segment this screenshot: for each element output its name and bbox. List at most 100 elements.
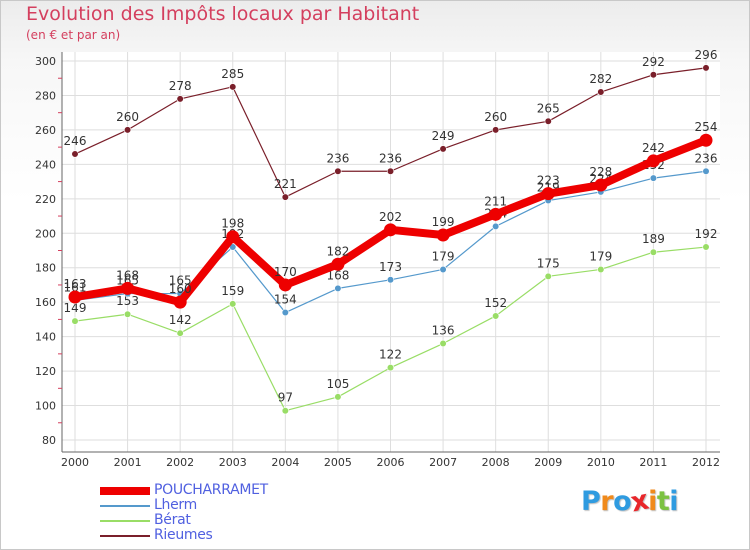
data-label: 161 xyxy=(64,280,87,294)
data-label: 221 xyxy=(274,177,297,191)
data-point xyxy=(597,265,605,274)
x-tick-label: 2006 xyxy=(377,456,405,469)
data-label: 198 xyxy=(221,217,244,231)
x-tick-label: 2008 xyxy=(482,456,510,469)
x-tick-label: 2003 xyxy=(219,456,247,469)
data-point xyxy=(439,265,447,274)
data-point xyxy=(541,187,555,201)
data-label: 168 xyxy=(326,268,349,282)
legend-swatch xyxy=(100,520,150,522)
data-point xyxy=(123,126,132,134)
y-tick-label: 260 xyxy=(35,124,56,137)
data-point xyxy=(649,174,658,182)
data-point xyxy=(384,223,397,237)
data-point xyxy=(649,248,658,256)
data-label: 160 xyxy=(169,282,192,296)
y-tick-label: 300 xyxy=(35,55,56,68)
data-label: 159 xyxy=(221,284,244,298)
data-label: 282 xyxy=(589,72,612,86)
data-point xyxy=(173,295,187,309)
data-label: 246 xyxy=(64,134,87,148)
data-label: 199 xyxy=(432,215,455,229)
data-label: 236 xyxy=(379,151,402,165)
data-label: 278 xyxy=(169,79,192,93)
data-point xyxy=(702,64,710,72)
x-tick-label: 2012 xyxy=(692,456,720,469)
data-point xyxy=(229,300,237,308)
data-point xyxy=(176,95,184,103)
legend-label: Rieumes xyxy=(154,527,213,543)
data-point xyxy=(439,339,447,348)
data-point xyxy=(334,284,342,293)
data-label: 182 xyxy=(326,244,349,258)
data-point xyxy=(331,257,345,271)
data-label: 170 xyxy=(274,265,297,279)
data-point xyxy=(334,393,342,401)
data-label: 265 xyxy=(537,101,560,115)
data-label: 175 xyxy=(537,256,560,270)
chart-subtitle: (en € et par an) xyxy=(26,28,121,42)
x-tick-label: 2005 xyxy=(324,456,352,469)
data-point xyxy=(544,117,552,125)
data-point xyxy=(594,178,608,192)
data-label: 165 xyxy=(169,274,192,288)
chart-title: Evolution des Impôts locaux par Habitant xyxy=(26,3,420,25)
data-label: 149 xyxy=(64,301,87,315)
data-point xyxy=(281,308,289,317)
data-label: 254 xyxy=(695,120,718,134)
logo-letter: i xyxy=(648,486,657,517)
data-label: 142 xyxy=(169,313,192,327)
x-tick-label: 2011 xyxy=(639,456,667,469)
y-tick-label: 280 xyxy=(35,89,56,102)
x-tick-label: 2004 xyxy=(271,456,299,469)
data-label: 179 xyxy=(432,249,455,263)
x-tick-label: 2002 xyxy=(166,456,194,469)
x-tick-label: 2001 xyxy=(114,456,142,469)
logo-letter: r xyxy=(600,486,614,517)
data-label: 163 xyxy=(64,277,87,291)
data-point xyxy=(334,167,342,175)
data-point xyxy=(646,154,660,168)
data-label: 122 xyxy=(379,348,402,362)
data-point xyxy=(68,290,82,304)
data-point xyxy=(386,276,395,284)
data-point xyxy=(489,207,503,221)
data-label: 189 xyxy=(642,232,665,246)
data-point xyxy=(281,193,289,201)
y-tick-label: 160 xyxy=(35,296,56,309)
data-point xyxy=(699,133,713,147)
data-point xyxy=(702,243,710,251)
data-label: 260 xyxy=(484,110,507,124)
y-tick-label: 80 xyxy=(42,434,56,447)
data-label: 236 xyxy=(695,151,718,165)
data-label: 153 xyxy=(116,294,139,308)
data-point xyxy=(386,364,395,372)
data-point xyxy=(492,312,500,320)
data-label: 202 xyxy=(379,210,402,224)
x-tick-label: 2009 xyxy=(534,456,562,469)
data-point xyxy=(702,167,710,175)
data-point xyxy=(436,228,450,242)
x-tick-label: 2010 xyxy=(587,456,615,469)
y-tick-label: 180 xyxy=(35,262,56,275)
legend-label: POUCHARRAMET xyxy=(154,482,268,498)
legend-swatch xyxy=(100,487,150,495)
data-point xyxy=(439,145,447,153)
data-label: 223 xyxy=(537,174,560,188)
data-point xyxy=(123,310,132,318)
data-label: 296 xyxy=(695,48,718,62)
data-label: 249 xyxy=(432,129,455,143)
y-tick-label: 200 xyxy=(35,227,56,240)
legend-label: Bérat xyxy=(154,512,191,528)
data-label: 179 xyxy=(589,249,612,263)
logo-letter: P xyxy=(581,486,601,517)
data-point xyxy=(176,329,184,337)
data-point xyxy=(386,167,395,175)
x-tick-label: 2000 xyxy=(61,456,89,469)
logo-letter: t xyxy=(656,486,670,517)
proxiti-logo: Proxiti xyxy=(581,485,679,519)
data-label: 105 xyxy=(326,377,349,391)
data-label: 154 xyxy=(274,293,297,307)
data-label: 228 xyxy=(589,165,612,179)
